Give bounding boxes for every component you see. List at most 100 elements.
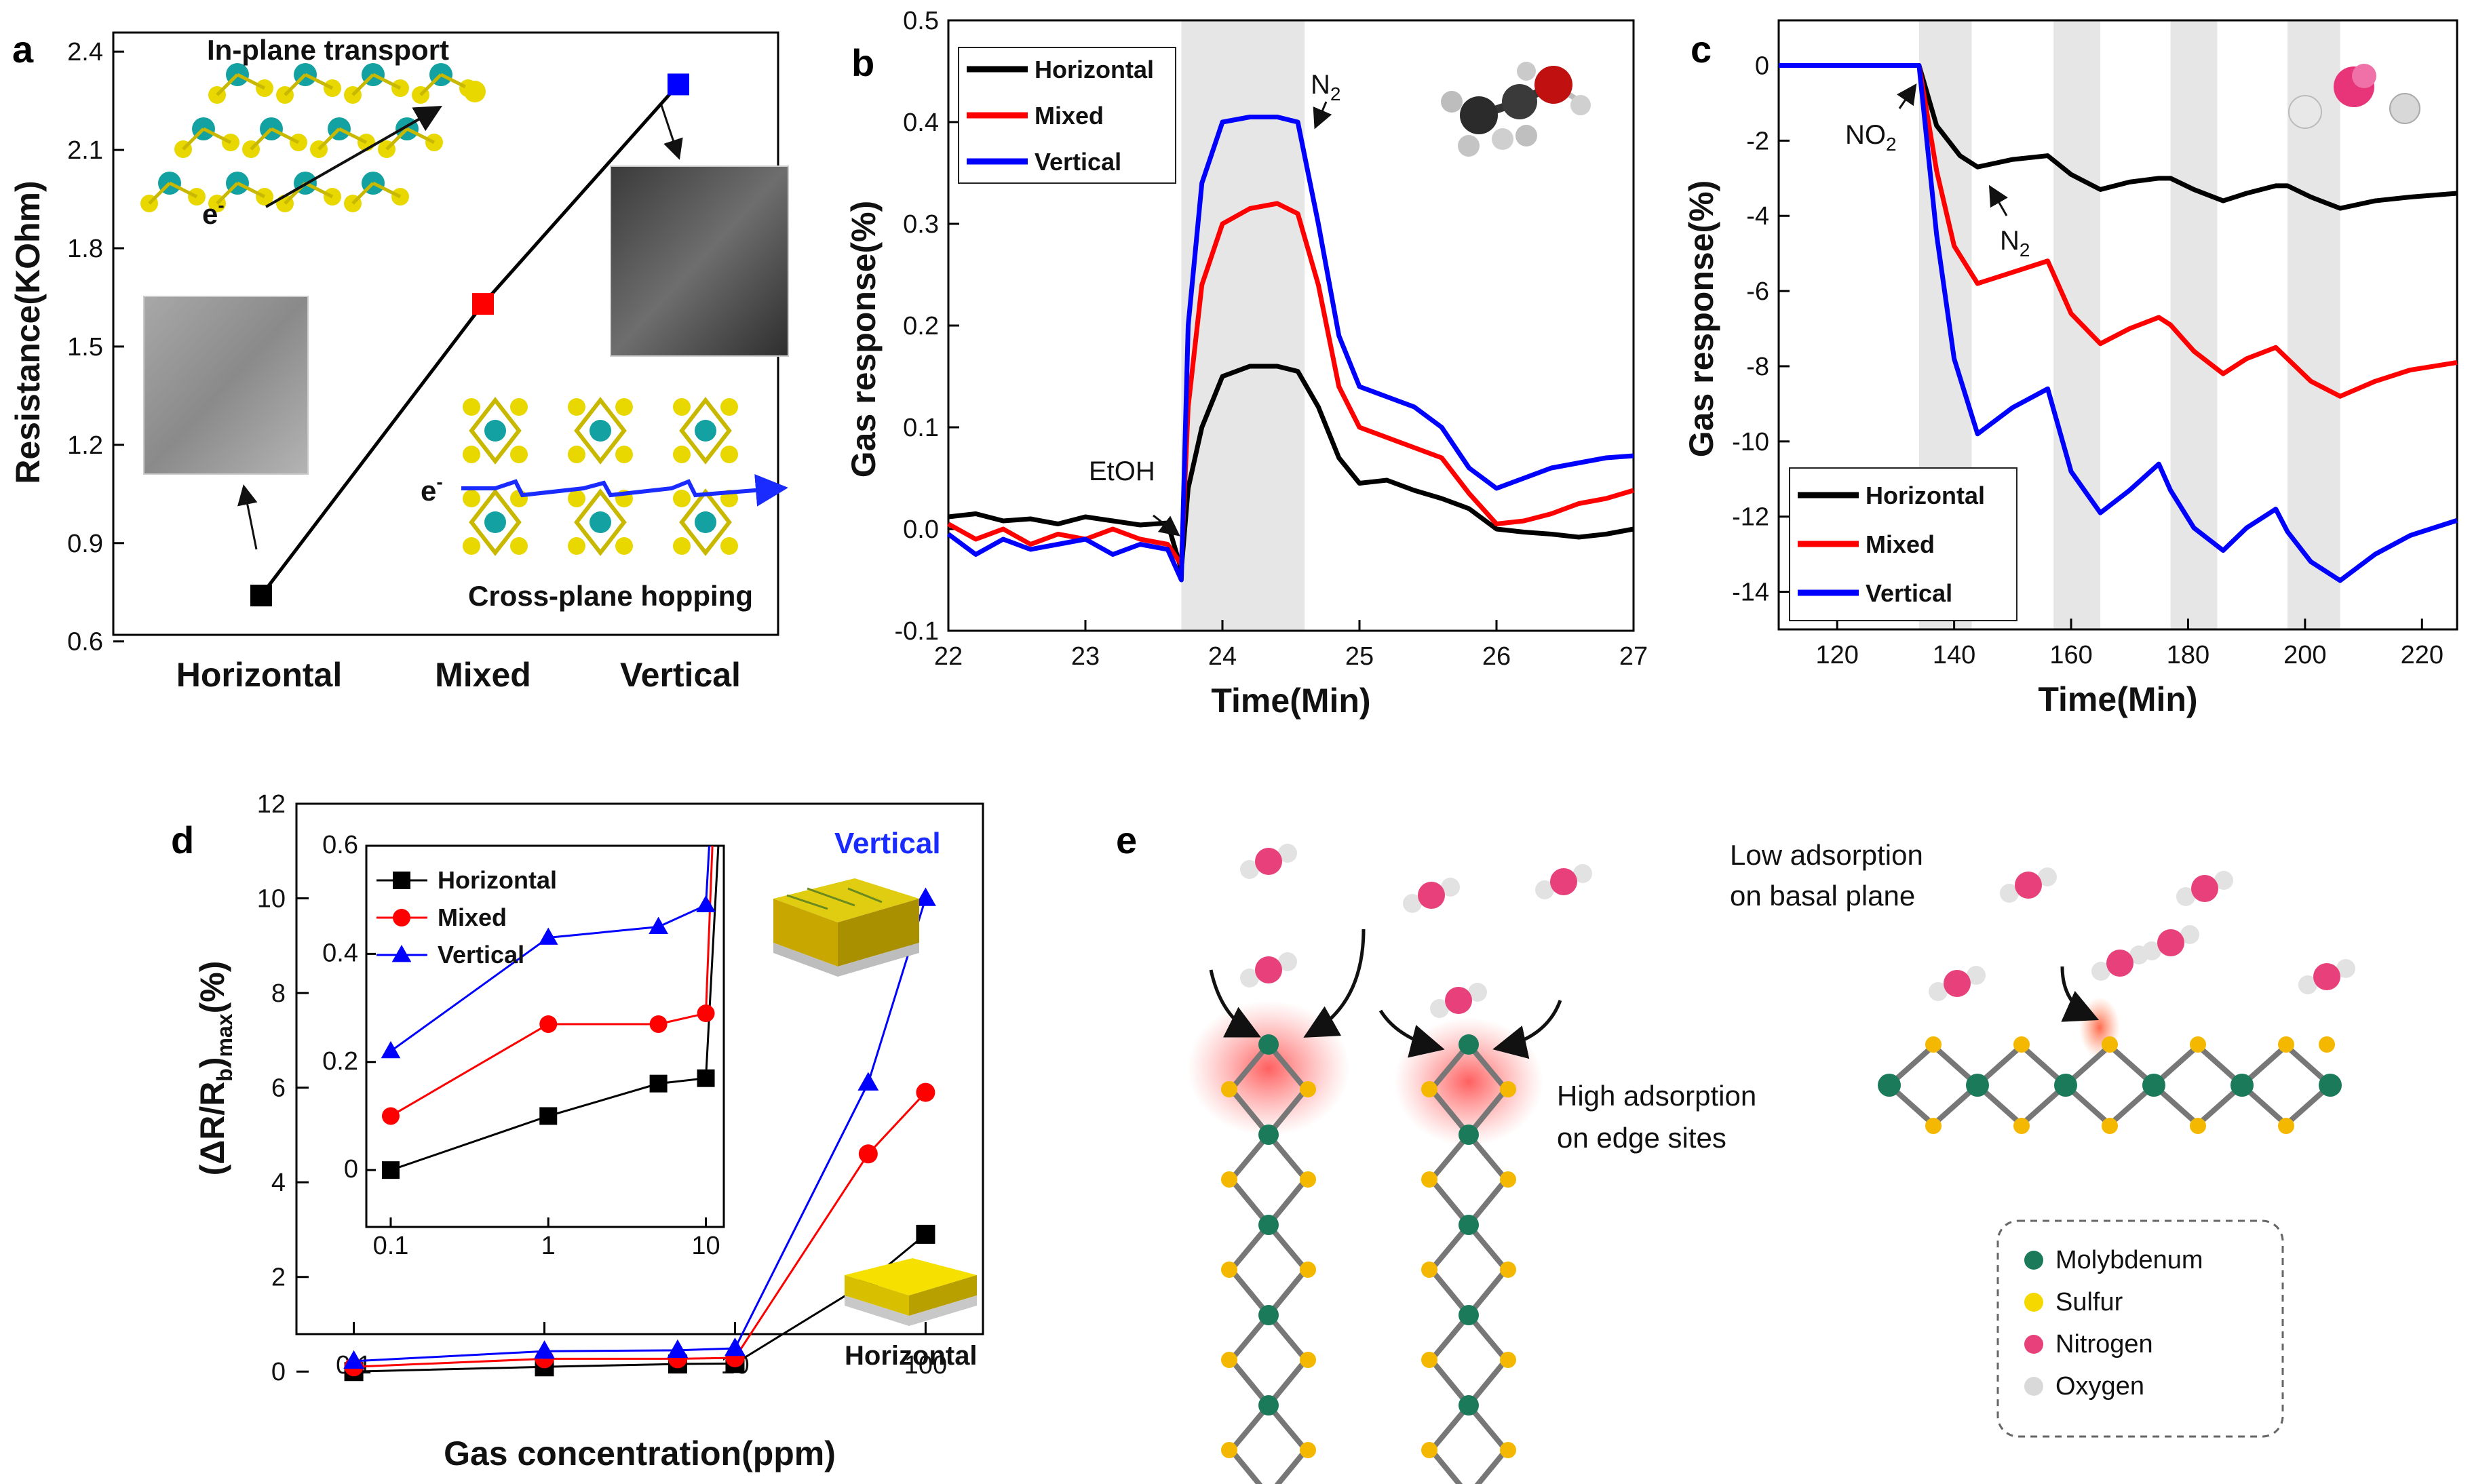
legend-swatch [2024,1335,2043,1354]
mos2-layer-bond [679,488,732,556]
oxygen-atom [1278,844,1297,863]
mo-atom [2319,1074,2342,1097]
s-atom [1500,1081,1516,1097]
atom-legend: Molybdenum Sulfur Nitrogen Oxygen [2024,1246,2203,1401]
adsorption-arrow [1209,969,1261,1038]
mos2-bond [1885,1042,1982,1129]
legend-label-vertical: Vertical [1866,579,1952,607]
mo-atom [2230,1074,2254,1097]
x-tick-label: 140 [1933,641,1975,669]
no2-annotation: NO2 [1845,120,1897,155]
bond [406,127,436,144]
inset-frame [365,844,725,1228]
horizontal-film-illustration [845,1258,977,1326]
y-axis-title: Gas response(%) [845,201,883,477]
bond [236,73,266,90]
s-atom [463,398,480,416]
y-tick-label: 8 [271,979,286,1008]
s-atom [568,490,585,507]
data-point [667,1339,689,1359]
adsorption-arrow [1303,929,1366,1038]
no2-molecule [2288,64,2420,129]
mos2-layer-bond [469,397,522,465]
oxygen-atom [1240,860,1259,879]
mo-atom [1459,1125,1479,1145]
x-tick-label: 27 [1619,642,1648,671]
axis-ticks: 22 23 24 25 26 27 -0.1 0.0 0.1 0.2 0.3 0.4 0.5 [895,7,1648,671]
x-tick-label: 10 [691,1232,720,1260]
y-tick-label: 0.0 [903,515,939,544]
x-tick-label: 23 [1071,642,1100,671]
s-atom [1500,1171,1516,1188]
series-mixed [947,201,1634,567]
panel-b-chart: Gas response(%) Time(Min) 22 23 24 25 26 27 -0… [845,7,1648,720]
bond [148,182,171,205]
y-tick-label: 1.5 [67,333,103,362]
mos2-bond [1427,1401,1510,1484]
legend-label: Sulfur [2055,1288,2123,1316]
mo-atom [1459,1034,1479,1055]
x-tick-label: 26 [1482,642,1511,671]
n2-arrow [1313,101,1332,130]
vertical-film-illustration [773,878,919,977]
panel-letter-d: d [171,819,194,861]
mo-atom [1966,1074,1989,1097]
electron-label: e- [202,195,225,230]
bond [168,181,198,199]
mos2-layer-bond [574,397,627,465]
legend-label-horizontal: Horizontal [1866,482,1985,509]
legend: Horizontal Mixed Vertical [1798,482,1985,607]
x-tick-label: 100 [904,1351,947,1380]
x-tick-label: 1 [541,1232,556,1260]
lattice-atoms [140,63,486,212]
n2-annotation: N2 [1311,70,1340,104]
axis-ticks: 0.1 1 10 100 0 2 4 6 8 10 12 [257,790,947,1386]
oxygen-atom [1430,999,1449,1018]
s-atom [615,537,633,555]
mo-atom [590,420,611,442]
data-point [697,1004,715,1023]
high-adsorption-label: High adsorption [1557,1080,1756,1112]
data-point [343,1350,364,1369]
oxygen-atom [1403,894,1422,913]
s-atom [1221,1442,1237,1458]
s-atom [673,490,691,507]
s-atom [615,398,633,416]
s-atom [2319,1036,2335,1053]
mos2-layer-bond [679,397,732,465]
inset-axis-ticks: 0.1 1 10 0 0.2 0.4 0.6 [322,831,720,1260]
y-tick-label: 10 [257,885,286,914]
s-atom [2278,1036,2294,1053]
y-tick-label: -8 [1746,353,1769,381]
s-atom [720,446,738,463]
nitrogen-atom [1550,868,1577,895]
x-tick-label: 200 [2283,641,2326,669]
mos2-layer-bond [574,488,627,556]
response-curves [1779,63,2458,583]
bond [202,127,232,144]
s-atom [464,81,486,102]
bond [351,182,374,205]
legend-label: Oxygen [2055,1372,2144,1401]
y-tick-label: -4 [1746,202,1769,231]
bond [284,73,307,96]
y-tick-label: -0.1 [895,617,939,646]
in-plane-label: In-plane transport [207,34,449,66]
s-atom [463,446,480,463]
y-tick-label: 0.4 [903,109,939,137]
data-point [916,1082,935,1102]
bond [304,73,334,90]
y-tick-label: 0.4 [322,939,358,967]
mos2-bond [2149,1042,2247,1129]
s-atom [2190,1118,2206,1134]
low-adsorption-label: Low adsorption [1730,839,1923,871]
data-point [381,1161,400,1179]
data-point [857,1072,879,1091]
electron-label-cross: e- [421,471,443,507]
adsorption-arrow [2060,966,2100,1022]
in-plane-lattice-inset: e- In-plane transport [140,34,486,230]
mo-atom [1258,1215,1279,1235]
vertical-film-label: Vertical [834,827,941,860]
mo-atom [1258,1034,1279,1055]
mo-atom [1459,1215,1479,1235]
